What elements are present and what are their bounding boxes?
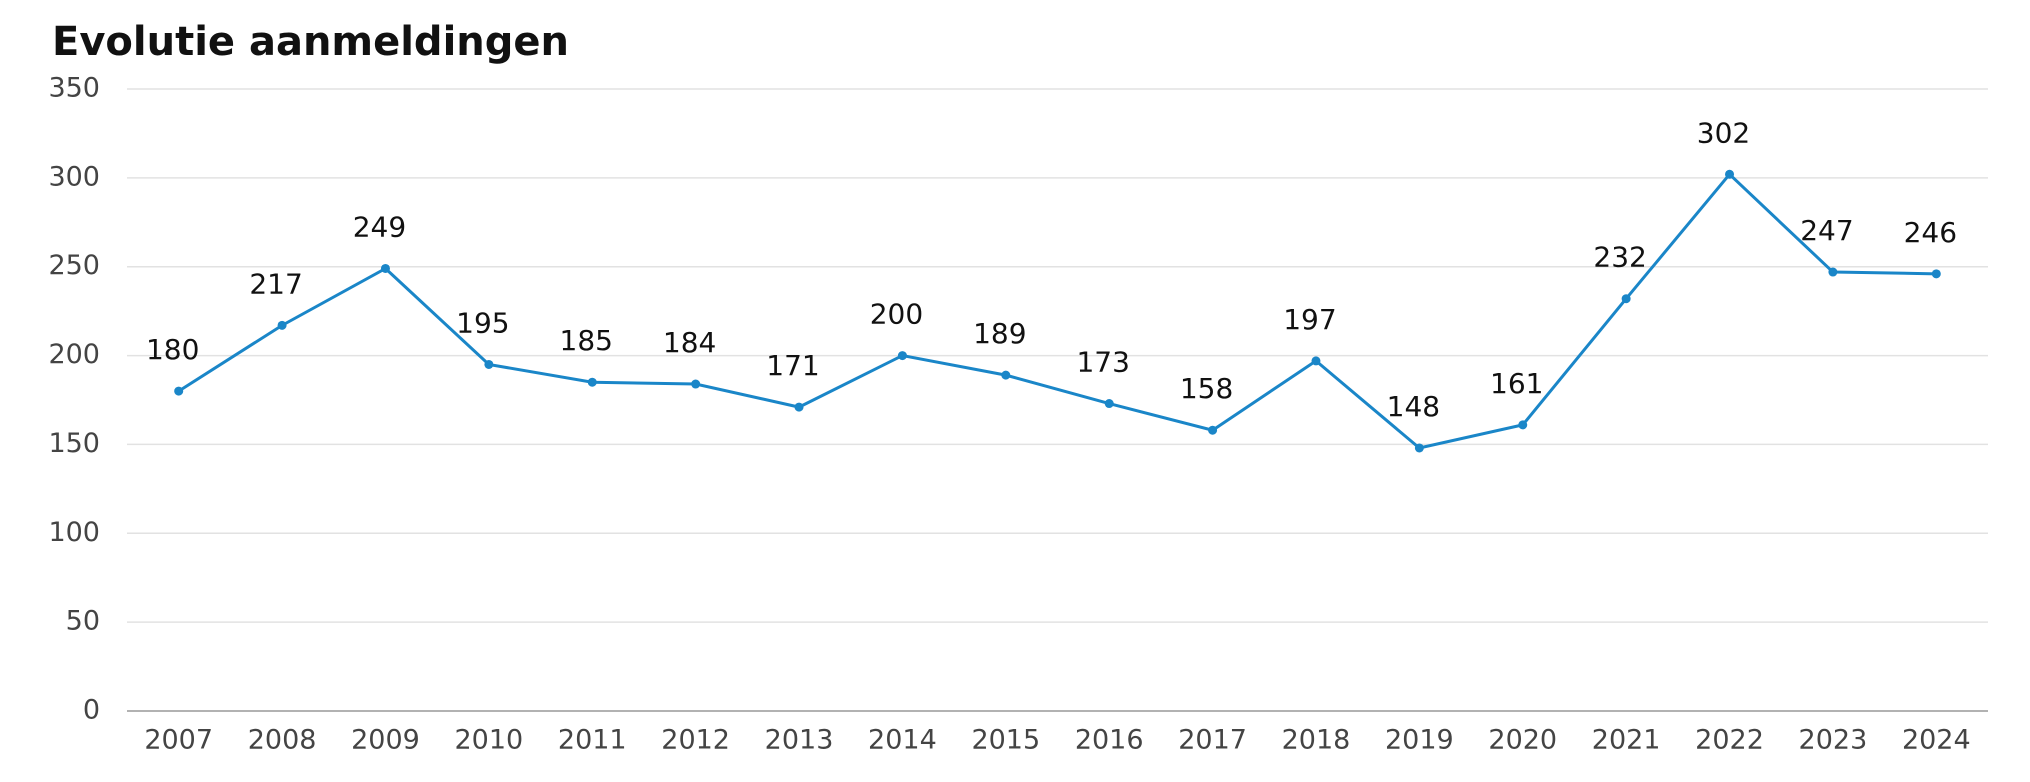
data-label: 189 bbox=[973, 317, 1026, 350]
x-tick-label: 2021 bbox=[1592, 725, 1661, 756]
point bbox=[1518, 420, 1528, 430]
point bbox=[1828, 267, 1838, 277]
x-tick-label: 2016 bbox=[1075, 725, 1144, 756]
y-tick-label: 350 bbox=[48, 73, 100, 104]
data-label: 247 bbox=[1800, 214, 1853, 247]
data-label: 197 bbox=[1283, 303, 1336, 336]
y-tick-label: 300 bbox=[48, 161, 100, 192]
point bbox=[1725, 169, 1735, 179]
y-tick-label: 200 bbox=[48, 339, 100, 370]
x-tick-label: 2007 bbox=[144, 725, 213, 756]
data-label: 180 bbox=[146, 333, 199, 366]
point bbox=[691, 379, 701, 389]
data-label: 185 bbox=[560, 324, 613, 357]
data-label: 171 bbox=[766, 349, 819, 382]
data-label: 195 bbox=[456, 306, 509, 339]
x-tick-label: 2018 bbox=[1282, 725, 1351, 756]
point bbox=[484, 359, 494, 369]
data-label: 302 bbox=[1697, 116, 1750, 149]
chart-title: Evolutie aanmeldingen bbox=[52, 19, 569, 65]
data-label: 246 bbox=[1904, 216, 1957, 249]
point bbox=[1311, 356, 1321, 366]
y-tick-label: 0 bbox=[83, 695, 100, 726]
x-tick-label: 2013 bbox=[765, 725, 834, 756]
point bbox=[1208, 425, 1218, 435]
point bbox=[1104, 399, 1114, 409]
point bbox=[1621, 294, 1631, 304]
x-tick-label: 2009 bbox=[351, 725, 420, 756]
y-tick-label: 100 bbox=[48, 517, 100, 548]
y-tick-label: 50 bbox=[66, 606, 100, 637]
x-tick-label: 2024 bbox=[1902, 725, 1971, 756]
line bbox=[177, 172, 1937, 450]
data-label: 184 bbox=[663, 326, 716, 359]
point bbox=[587, 377, 597, 387]
data-label: 232 bbox=[1593, 241, 1646, 274]
x-tick-label: 2019 bbox=[1385, 725, 1454, 756]
x-tick-label: 2017 bbox=[1178, 725, 1247, 756]
x-tick-label: 2022 bbox=[1695, 725, 1764, 756]
point bbox=[174, 386, 184, 396]
x-tick-label: 2008 bbox=[248, 725, 317, 756]
x-tick-label: 2023 bbox=[1799, 725, 1868, 756]
point bbox=[1001, 370, 1011, 380]
x-tick-label: 2014 bbox=[868, 725, 937, 756]
point bbox=[794, 402, 804, 412]
x-tick-label: 2010 bbox=[455, 725, 524, 756]
data-label: 148 bbox=[1387, 390, 1440, 423]
point bbox=[897, 351, 907, 361]
point bbox=[1931, 269, 1941, 279]
x-tick-label: 2020 bbox=[1488, 725, 1557, 756]
data-label: 173 bbox=[1076, 346, 1129, 379]
x-tick-label: 2015 bbox=[971, 725, 1040, 756]
y-tick-label: 250 bbox=[48, 250, 100, 281]
y-tick-label: 150 bbox=[48, 428, 100, 459]
data-label: 161 bbox=[1490, 367, 1543, 400]
data-label: 217 bbox=[249, 267, 302, 300]
data-label: 158 bbox=[1180, 372, 1233, 405]
x-tick-label: 2012 bbox=[661, 725, 730, 756]
point bbox=[380, 263, 390, 273]
point bbox=[277, 320, 287, 330]
data-label: 249 bbox=[353, 210, 406, 243]
data-label: 200 bbox=[870, 298, 923, 331]
point bbox=[1414, 443, 1424, 453]
x-tick-label: 2011 bbox=[558, 725, 627, 756]
